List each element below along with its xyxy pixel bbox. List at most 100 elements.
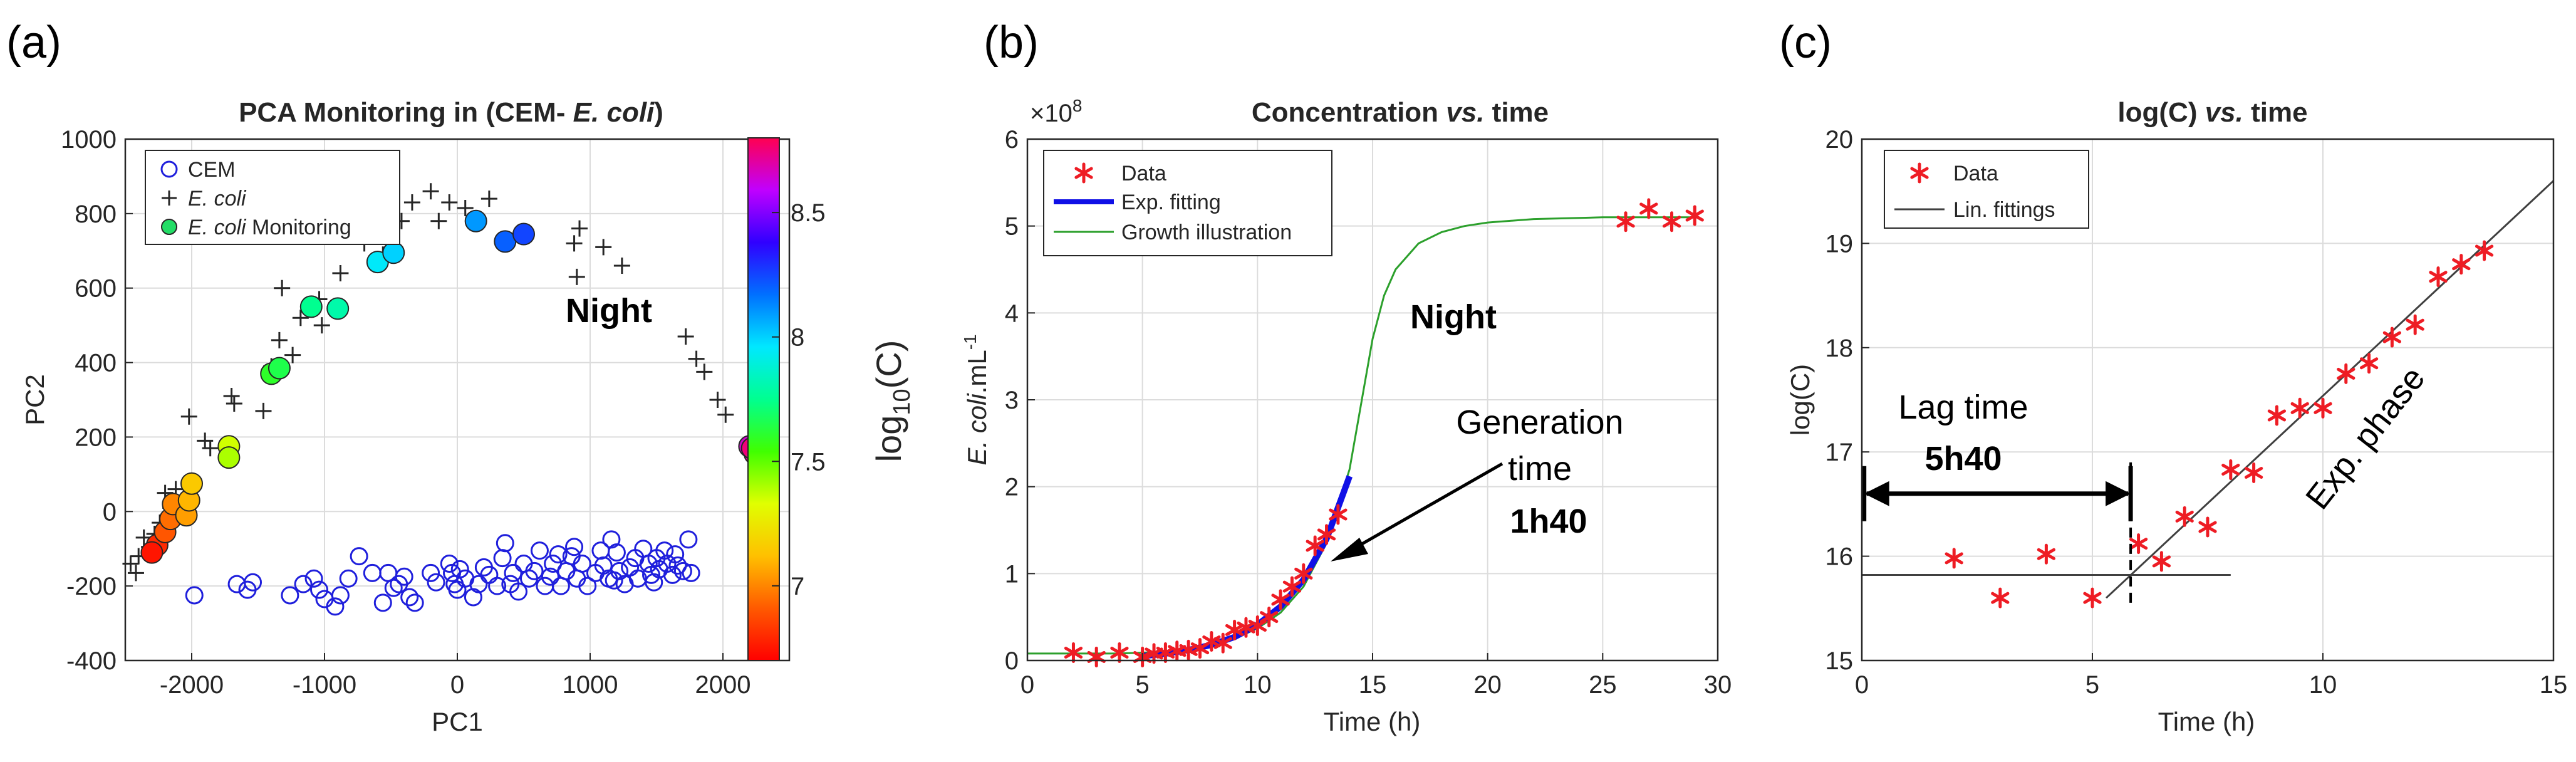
cem-point — [185, 586, 204, 605]
cem-point — [339, 569, 358, 588]
data-point — [2083, 587, 2102, 608]
panel-b-night-annotation: Night — [1410, 298, 1497, 336]
panel-a-title: PCA Monitoring in (CEM- E. coli) — [239, 97, 663, 128]
monitoring-point — [464, 209, 487, 232]
legend-b-data-text: Data — [1121, 162, 1166, 185]
y-tick-label: 3 — [1005, 387, 1019, 414]
panel-a-title-end: ) — [654, 97, 663, 128]
data-point — [1282, 576, 1302, 597]
panel-b-ticks: 0 5 10 15 20 25 30 0 1 2 3 4 5 6 — [1005, 126, 1732, 699]
panel-b-title: Concentration vs. time — [1252, 97, 1549, 128]
panel-c-title-italic: vs. — [2205, 97, 2243, 128]
panel-b: (b) ×108 Concentration vs. time 0 5 10 15 20… — [960, 18, 1732, 736]
ecoli-point — [292, 310, 309, 326]
data-point-stroke — [1260, 611, 1279, 624]
panel-c-ylabel: log(C) — [1785, 364, 1815, 436]
panel-a-night-annotation: Night — [566, 292, 652, 330]
cem-point — [673, 561, 692, 580]
data-point-stroke — [1945, 552, 1963, 565]
data-point-stroke — [1271, 593, 1290, 606]
panel-c-lag-value: 5h40 — [1924, 440, 2002, 478]
x-tick-label: 0 — [1855, 671, 1869, 699]
ecoli-point — [566, 235, 583, 252]
data-point — [1064, 642, 1083, 664]
monitoring-point — [299, 295, 323, 318]
data-point — [2221, 459, 2240, 480]
y-tick-label: 2 — [1005, 474, 1019, 501]
ecoli-point — [480, 190, 497, 207]
data-point-stroke — [2337, 367, 2355, 380]
panel-b-title-end: time — [1484, 97, 1549, 128]
data-point — [1110, 642, 1129, 664]
ecoli-point — [441, 194, 458, 211]
ecoli-point — [332, 264, 349, 281]
cem-point — [384, 578, 403, 597]
cem-point — [422, 563, 440, 582]
ecoli-point — [613, 258, 630, 274]
data-point-stroke — [2359, 357, 2379, 370]
data-point — [1087, 646, 1106, 667]
panel-b-generation-line2: time — [1508, 450, 1572, 488]
data-point — [2475, 240, 2494, 261]
x-tick-label: 2000 — [695, 671, 751, 699]
data-point — [2359, 353, 2379, 374]
panel-c-ticks: 0 5 10 15 15 16 17 18 19 20 — [1826, 126, 2568, 699]
ecoli-point — [284, 347, 301, 363]
ecoli-point — [202, 440, 219, 457]
cem-point — [405, 593, 424, 612]
panel-a-xlabel: PC1 — [432, 707, 483, 736]
x-tick-label: 5 — [2085, 671, 2099, 699]
cem-point — [294, 575, 313, 593]
cem-point — [565, 538, 584, 556]
cem-point — [607, 543, 626, 562]
ecoli-point — [677, 328, 694, 345]
monitoring-point — [140, 541, 164, 564]
legend-data-star-stroke — [1074, 167, 1093, 179]
cem-point — [496, 534, 514, 553]
panel-label-c: (c) — [1779, 18, 1832, 68]
data-point-stroke — [2429, 271, 2448, 283]
y-tick-label: 16 — [1826, 543, 1854, 571]
data-point — [2314, 397, 2332, 419]
y-tick-label: 17 — [1826, 439, 1854, 466]
cem-point — [573, 554, 591, 573]
panel-b-ylabel-sup: -1 — [960, 334, 980, 350]
cem-point — [509, 582, 528, 601]
panel-b-legend: Data Exp. fitting Growth illustration — [1043, 150, 1332, 256]
data-point-stroke — [2314, 402, 2332, 414]
legend-c-data-star — [1910, 162, 1929, 184]
data-point-stroke — [1064, 647, 1083, 659]
panel-c-axes-box — [1861, 138, 2555, 662]
panel-c: (c) log(C) vs. time 0 5 10 15 15 16 17 18 19 20 T… — [1779, 18, 2567, 736]
y-tick-label: 6 — [1005, 126, 1019, 154]
colorbar-tick-label: 7 — [791, 573, 804, 600]
ecoli-point — [717, 406, 734, 423]
generation-arrow — [1331, 462, 1504, 561]
lag-time-marker — [1862, 462, 2133, 603]
data-point-stroke — [1294, 567, 1313, 580]
y-tick-label: 400 — [75, 350, 117, 377]
panel-c-title-main: log(C) — [2117, 97, 2205, 128]
y-tick-label: 4 — [1005, 300, 1019, 327]
colorbar-tick-label: 7.5 — [791, 448, 826, 476]
x-tick-label: 10 — [1244, 671, 1272, 699]
panel-b-data-series — [1064, 198, 1704, 667]
y-tick-label: 1 — [1005, 560, 1019, 588]
cem-point — [605, 571, 623, 590]
legend-c-data-star-stroke — [1910, 167, 1929, 179]
cem-point — [440, 554, 459, 573]
y-tick-label: 18 — [1826, 335, 1854, 362]
data-point — [1685, 205, 1704, 226]
colorbar: 7 7.5 8 8.5 log10(C) — [747, 137, 915, 661]
monitoring-point — [217, 446, 241, 469]
x-tick-label: 10 — [2309, 671, 2337, 699]
data-point-stroke — [1213, 637, 1232, 649]
cem-point — [400, 588, 419, 607]
y-tick-label: 15 — [1826, 647, 1854, 675]
cem-point — [310, 580, 329, 599]
data-point-stroke — [2175, 510, 2194, 523]
panel-c-legend: Data Lin. fittings — [1884, 150, 2089, 229]
y-tick-label: 1000 — [61, 126, 117, 154]
lag-arrow-head-right — [2106, 481, 2131, 506]
lag-arrow-head-left — [1864, 481, 1889, 506]
